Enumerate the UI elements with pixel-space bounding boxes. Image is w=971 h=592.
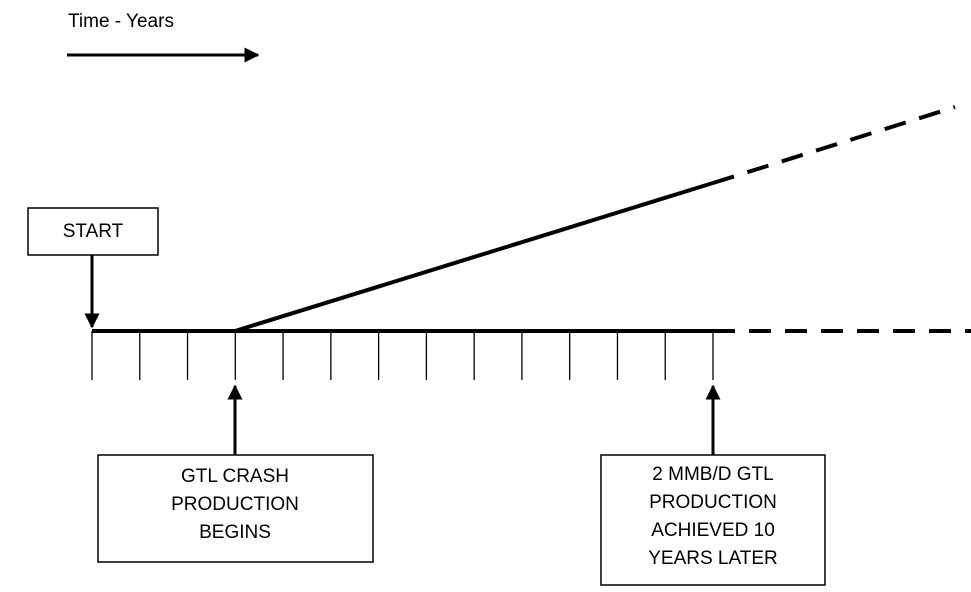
ticks (91, 331, 714, 380)
box-line: PRODUCTION (171, 494, 299, 515)
box-line: GTL CRASH (181, 466, 289, 487)
production-future (712, 105, 956, 185)
production-line (234, 181, 714, 333)
box-line: YEARS LATER (648, 548, 778, 569)
box-line: BEGINS (199, 522, 271, 543)
gtl-target-box (600, 454, 826, 586)
box-line: ACHIEVED 10 (651, 520, 775, 541)
start-label: START (63, 221, 124, 242)
gtl-start-box (97, 454, 374, 563)
time-label: Time - Years (68, 11, 174, 32)
box-line: 2 MMB/D GTL (652, 464, 773, 485)
box-texts: GTL CRASH PRODUCTION BEGINS 2 MMB/D GTL PROD… (171, 464, 778, 569)
box-line: PRODUCTION (649, 492, 777, 513)
